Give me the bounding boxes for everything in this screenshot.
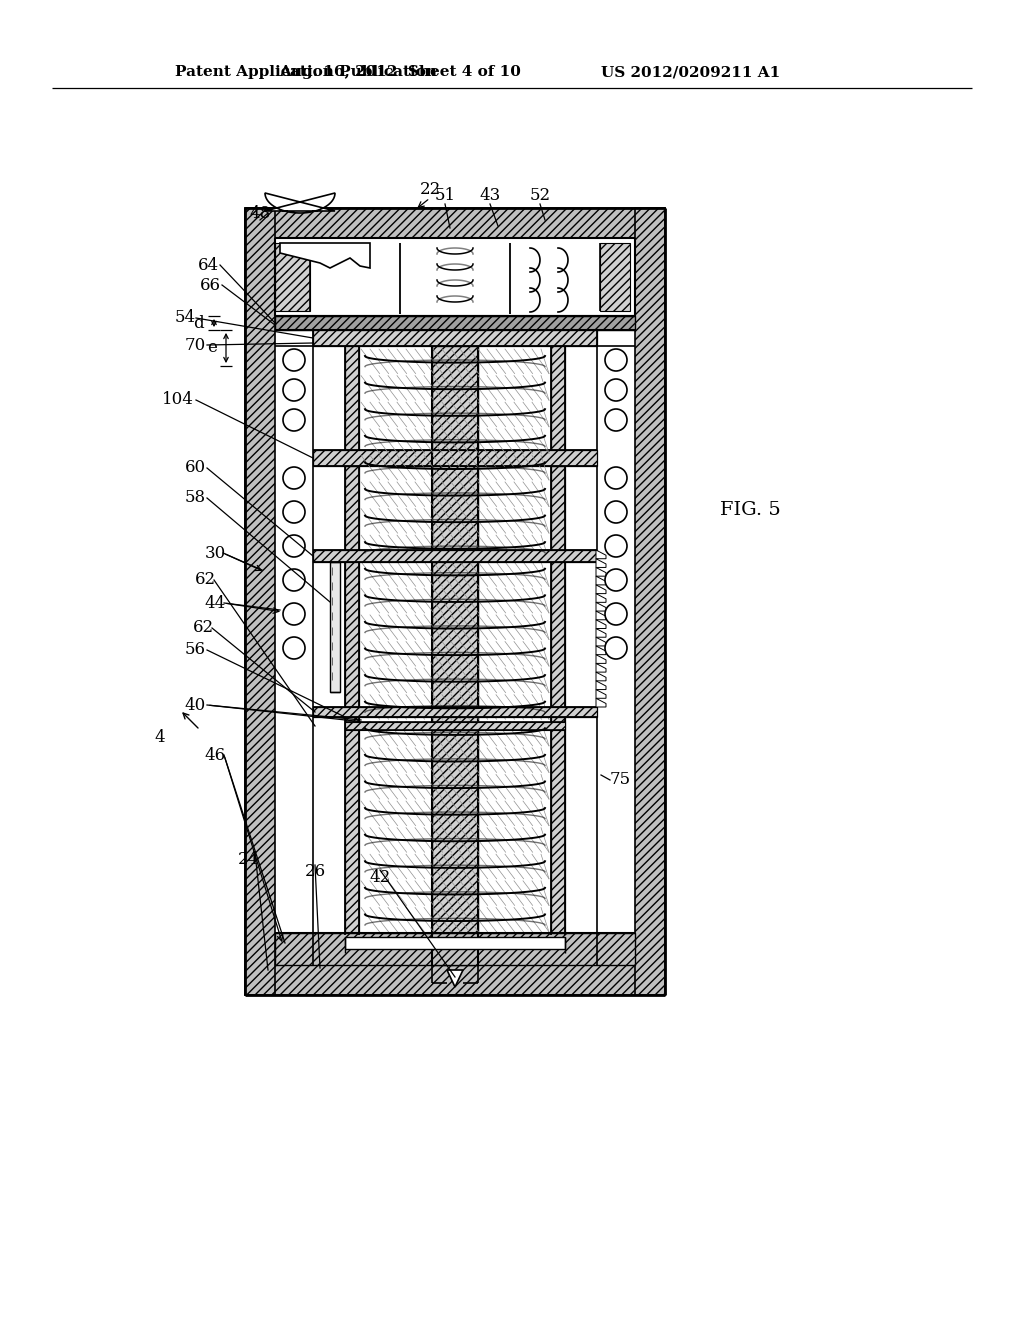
Polygon shape: [596, 602, 606, 611]
Polygon shape: [447, 970, 463, 987]
Bar: [245, 965, 665, 995]
Bar: [313, 330, 597, 346]
Circle shape: [605, 348, 627, 371]
Bar: [345, 722, 565, 730]
Circle shape: [283, 467, 305, 488]
Bar: [635, 209, 665, 995]
Circle shape: [283, 638, 305, 659]
Polygon shape: [596, 664, 606, 672]
Bar: [275, 243, 310, 312]
Polygon shape: [596, 550, 606, 558]
Circle shape: [605, 638, 627, 659]
Circle shape: [605, 409, 627, 432]
Text: 56: 56: [184, 642, 206, 659]
Text: 58: 58: [184, 490, 206, 507]
Bar: [345, 937, 565, 949]
Text: 22: 22: [420, 181, 440, 198]
Polygon shape: [280, 243, 370, 268]
Polygon shape: [596, 628, 606, 638]
Text: 66: 66: [200, 276, 220, 293]
Bar: [275, 315, 635, 330]
Text: Patent Application Publication: Patent Application Publication: [175, 65, 437, 79]
Text: 43: 43: [479, 187, 501, 205]
Circle shape: [283, 535, 305, 557]
Bar: [432, 346, 478, 965]
Text: 40: 40: [184, 697, 206, 714]
Polygon shape: [596, 585, 606, 594]
Bar: [551, 346, 565, 450]
Polygon shape: [596, 672, 606, 681]
Bar: [313, 450, 597, 466]
Text: 60: 60: [184, 459, 206, 477]
Circle shape: [605, 535, 627, 557]
Text: 24: 24: [238, 851, 259, 869]
Text: 51: 51: [434, 187, 456, 205]
Text: d: d: [193, 314, 204, 331]
Bar: [345, 466, 359, 935]
Text: US 2012/0209211 A1: US 2012/0209211 A1: [601, 65, 780, 79]
Bar: [275, 933, 635, 965]
Bar: [600, 243, 630, 312]
Circle shape: [283, 569, 305, 591]
Polygon shape: [596, 681, 606, 689]
Polygon shape: [265, 193, 335, 213]
Bar: [245, 209, 665, 238]
Bar: [245, 209, 275, 995]
Text: 54: 54: [174, 309, 196, 326]
Circle shape: [283, 348, 305, 371]
Text: FIG. 5: FIG. 5: [720, 502, 780, 519]
Circle shape: [605, 379, 627, 401]
Text: 62: 62: [195, 572, 216, 589]
Polygon shape: [596, 568, 606, 576]
Bar: [330, 562, 340, 692]
Text: 44: 44: [205, 594, 225, 611]
Text: 4: 4: [155, 730, 165, 747]
Circle shape: [283, 603, 305, 624]
Text: 62: 62: [193, 619, 214, 636]
Polygon shape: [596, 645, 606, 655]
Circle shape: [283, 409, 305, 432]
Text: 52: 52: [529, 187, 551, 205]
Polygon shape: [596, 594, 606, 602]
Circle shape: [605, 603, 627, 624]
Text: 30: 30: [205, 544, 225, 561]
Text: 46: 46: [205, 747, 225, 763]
Polygon shape: [596, 558, 606, 568]
Polygon shape: [596, 689, 606, 698]
Text: 48: 48: [250, 205, 270, 222]
Bar: [551, 466, 565, 935]
Polygon shape: [596, 620, 606, 628]
Polygon shape: [596, 638, 606, 645]
Text: 64: 64: [198, 256, 218, 273]
Polygon shape: [596, 698, 606, 708]
Circle shape: [283, 379, 305, 401]
Circle shape: [605, 502, 627, 523]
Circle shape: [283, 502, 305, 523]
Polygon shape: [596, 655, 606, 664]
Circle shape: [605, 467, 627, 488]
Text: 42: 42: [370, 870, 390, 887]
Text: 75: 75: [609, 771, 631, 788]
Circle shape: [605, 569, 627, 591]
Bar: [313, 550, 597, 562]
Text: 26: 26: [304, 863, 326, 880]
Bar: [313, 708, 597, 717]
Polygon shape: [596, 611, 606, 620]
Text: Aug. 16, 2012  Sheet 4 of 10: Aug. 16, 2012 Sheet 4 of 10: [280, 65, 521, 79]
Polygon shape: [596, 576, 606, 585]
Bar: [275, 238, 635, 965]
Text: 70: 70: [184, 337, 206, 354]
Text: e: e: [207, 339, 217, 356]
Bar: [345, 346, 359, 450]
Text: 104: 104: [162, 392, 194, 408]
